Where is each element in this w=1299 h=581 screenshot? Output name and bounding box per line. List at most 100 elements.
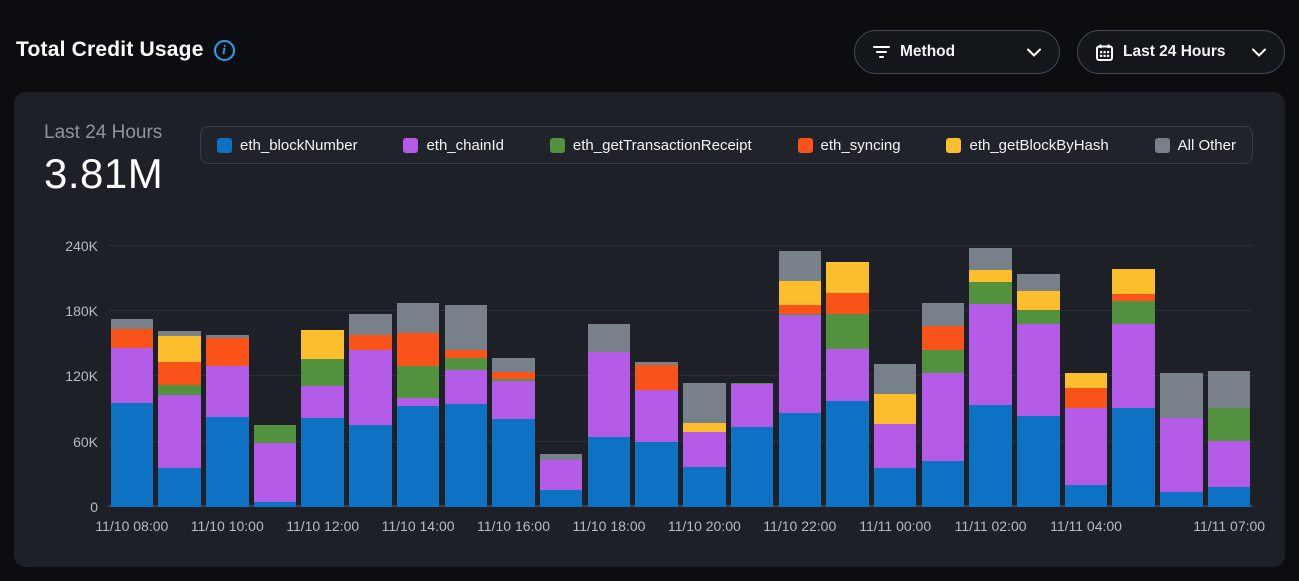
bar-segment-All Other <box>1160 373 1203 418</box>
legend-item-eth_getTransactionReceipt[interactable]: eth_getTransactionReceipt <box>549 137 752 154</box>
x-axis-tick-11/10 16:00: 11/10 16:00 <box>477 518 550 534</box>
bar-11/10 08:00[interactable] <box>110 319 154 507</box>
bar-11/10 23:00[interactable] <box>826 262 869 507</box>
bar-11/11 07:00[interactable] <box>1207 371 1251 507</box>
bar-segment-eth_blockNumber <box>1160 491 1203 507</box>
gridline-180K <box>108 310 1253 312</box>
bar-segment-eth_chainId <box>110 348 154 403</box>
method-filter-label: Method <box>900 43 956 60</box>
chart-legend: eth_blockNumber eth_chainId eth_getTransac… <box>200 126 1253 164</box>
bar-segment-eth_blockNumber <box>492 418 535 507</box>
x-axis-tick-11/11 00:00: 11/11 00:00 <box>859 518 932 534</box>
x-axis-tick-11/11 07:00: 11/11 07:00 <box>1193 518 1266 534</box>
bar-segment-eth_getTransactionReceipt <box>730 383 774 385</box>
summary-period-label: Last 24 Hours <box>44 122 163 143</box>
bar-segment-eth_blockNumber <box>301 417 344 507</box>
bar-segment-eth_chainId <box>1207 440 1251 488</box>
bar-11/10 21:00[interactable] <box>730 383 774 507</box>
legend-item-eth_blockNumber[interactable]: eth_blockNumber <box>217 137 358 154</box>
bar-11/10 19:00[interactable] <box>635 362 678 507</box>
bar-segment-eth_syncing <box>826 292 869 315</box>
bar-11/10 20:00[interactable] <box>683 382 726 507</box>
bar-11/10 17:00[interactable] <box>539 453 583 507</box>
method-filter-dropdown[interactable]: Method <box>854 30 1060 74</box>
info-icon[interactable]: i <box>213 39 235 61</box>
bar-segment-eth_syncing <box>396 333 440 366</box>
bar-segment-All Other <box>444 304 488 351</box>
bar-segment-eth_chainId <box>301 386 344 418</box>
legend-item-eth_syncing[interactable]: eth_syncing <box>797 137 901 154</box>
legend-item-All Other[interactable]: All Other <box>1154 136 1236 154</box>
legend-label: eth_getBlockByHash <box>969 136 1109 154</box>
bar-11/11 00:00[interactable] <box>873 364 917 507</box>
bar-11/11 05:00[interactable] <box>1112 268 1155 507</box>
bar-segment-eth_getTransactionReceipt <box>396 365 440 399</box>
bar-segment-eth_getTransactionReceipt <box>921 350 965 374</box>
bar-segment-eth_blockNumber <box>110 402 154 507</box>
bar-11/11 01:00[interactable] <box>921 303 965 507</box>
bar-segment-eth_syncing <box>110 328 154 349</box>
x-axis-tick-11/10 22:00: 11/10 22:00 <box>763 518 837 534</box>
bar-11/10 10:00[interactable] <box>206 335 249 507</box>
bar-segment-eth_getTransactionReceipt <box>253 425 297 443</box>
bar-11/10 15:00[interactable] <box>444 304 488 507</box>
time-range-label: Last 24 Hours <box>1123 43 1226 60</box>
bar-segment-eth_getTransactionReceipt <box>778 314 822 316</box>
bar-segment-All Other <box>635 362 678 365</box>
bar-11/10 13:00[interactable] <box>349 314 392 507</box>
bar-segment-All Other <box>683 382 726 424</box>
bar-segment-eth_blockNumber <box>158 467 201 507</box>
y-axis-tick-240K: 240K <box>65 237 98 254</box>
bar-segment-eth_blockNumber <box>396 405 440 507</box>
bar-11/10 16:00[interactable] <box>492 357 535 507</box>
bar-segment-eth_blockNumber <box>683 466 726 507</box>
bar-11/11 03:00[interactable] <box>1017 274 1060 507</box>
bar-segment-eth_getBlockByHash <box>1064 373 1108 389</box>
bar-segment-All Other <box>921 303 965 327</box>
bar-segment-eth_chainId <box>349 350 392 426</box>
legend-item-eth_getBlockByHash[interactable]: eth_getBlockByHash <box>946 136 1109 154</box>
legend-swatch <box>217 137 232 153</box>
page-title-wrap: Total Credit Usage i <box>16 38 235 62</box>
legend-swatch <box>403 137 419 153</box>
chevron-down-icon <box>1027 48 1041 57</box>
y-axis-tick-120K: 120K <box>65 368 98 385</box>
legend-item-eth_chainId[interactable]: eth_chainId <box>403 137 504 154</box>
bar-11/11 04:00[interactable] <box>1064 373 1108 507</box>
bar-11/10 12:00[interactable] <box>301 329 344 507</box>
legend-label: All Other <box>1177 136 1236 154</box>
bar-segment-eth_blockNumber <box>253 501 297 507</box>
legend-swatch <box>797 137 813 153</box>
bar-segment-eth_getTransactionReceipt <box>492 378 535 381</box>
bar-11/10 18:00[interactable] <box>587 324 631 507</box>
bar-segment-eth_getTransactionReceipt <box>1112 301 1155 325</box>
bar-segment-eth_blockNumber <box>826 401 869 507</box>
bar-segment-eth_syncing <box>158 362 201 386</box>
bar-segment-eth_getBlockByHash <box>158 336 201 363</box>
bar-segment-All Other <box>1017 274 1060 291</box>
y-axis-tick-60K: 60K <box>73 433 98 450</box>
bar-segment-eth_blockNumber <box>444 403 488 507</box>
bar-segment-eth_blockNumber <box>1207 487 1251 507</box>
bar-segment-eth_blockNumber <box>206 416 249 507</box>
bar-segment-eth_blockNumber <box>969 404 1012 507</box>
x-axis-tick-11/11 02:00: 11/11 02:00 <box>954 518 1027 534</box>
gridline-60K <box>108 440 1253 442</box>
bar-11/11 02:00[interactable] <box>969 247 1012 507</box>
bar-segment-eth_getTransactionReceipt <box>444 357 488 370</box>
bar-11/10 11:00[interactable] <box>253 425 297 507</box>
bar-segment-All Other <box>206 335 249 339</box>
bar-11/11 06:00[interactable] <box>1160 373 1203 507</box>
x-axis-tick-11/10 08:00: 11/10 08:00 <box>95 518 169 534</box>
bar-11/10 09:00[interactable] <box>158 330 201 507</box>
bar-segment-eth_chainId <box>253 442 297 502</box>
bar-segment-eth_blockNumber <box>1017 415 1060 507</box>
bar-segment-eth_blockNumber <box>730 426 774 507</box>
bar-11/10 14:00[interactable] <box>396 302 440 507</box>
time-range-dropdown[interactable]: Last 24 Hours <box>1077 30 1285 74</box>
bar-segment-eth_syncing <box>778 304 822 315</box>
legend-swatch <box>549 137 565 153</box>
legend-label: eth_chainId <box>426 136 505 154</box>
gridline-0 <box>108 505 1253 507</box>
bar-11/10 22:00[interactable] <box>778 251 822 507</box>
